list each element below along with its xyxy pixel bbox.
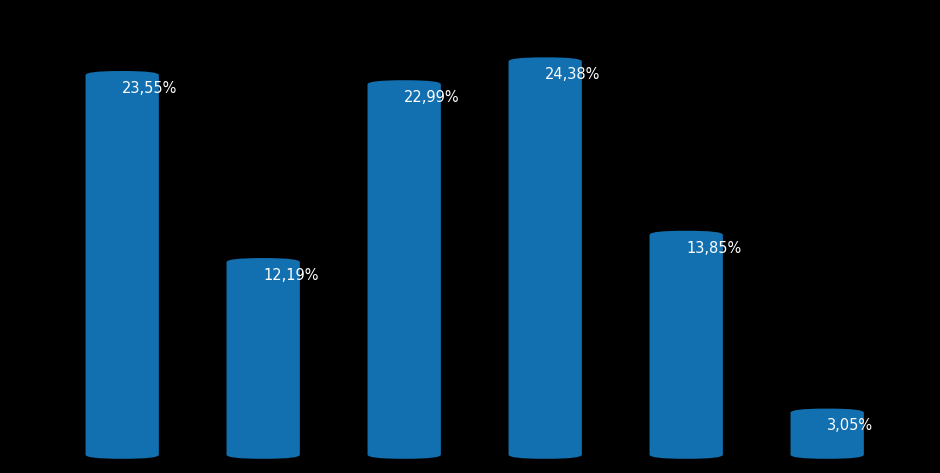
FancyBboxPatch shape xyxy=(650,231,723,459)
FancyBboxPatch shape xyxy=(86,71,159,459)
Text: 12,19%: 12,19% xyxy=(263,268,319,283)
FancyBboxPatch shape xyxy=(509,57,582,459)
FancyBboxPatch shape xyxy=(227,258,300,459)
FancyBboxPatch shape xyxy=(791,409,864,459)
Text: 3,05%: 3,05% xyxy=(827,419,873,433)
Text: 23,55%: 23,55% xyxy=(122,81,178,96)
Text: 22,99%: 22,99% xyxy=(404,90,460,105)
Text: 13,85%: 13,85% xyxy=(686,241,742,255)
Text: 24,38%: 24,38% xyxy=(545,67,601,82)
FancyBboxPatch shape xyxy=(368,80,441,459)
